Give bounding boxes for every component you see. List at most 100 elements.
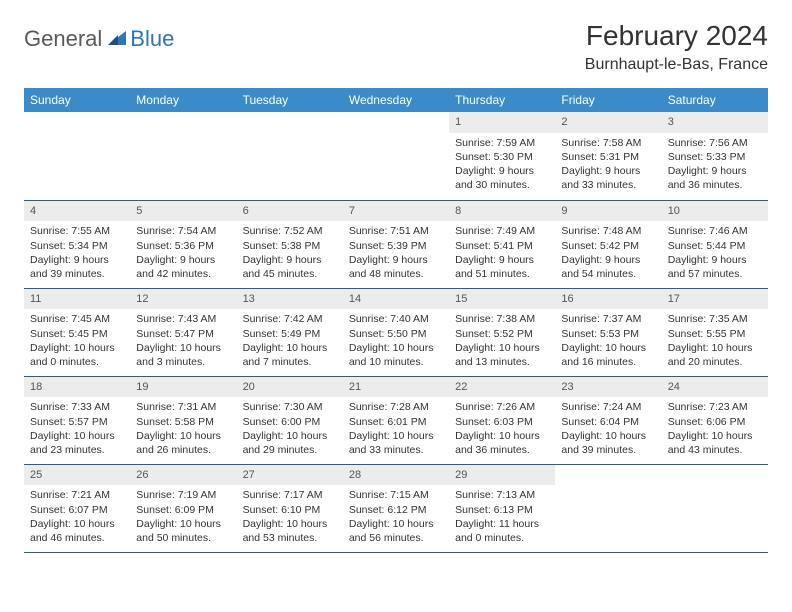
day-header: Friday xyxy=(555,88,661,112)
calendar-day-cell xyxy=(555,464,661,552)
sunset-text: Sunset: 6:07 PM xyxy=(30,503,124,517)
calendar-day-cell: 17Sunrise: 7:35 AMSunset: 5:55 PMDayligh… xyxy=(662,288,768,376)
calendar-day-cell: 16Sunrise: 7:37 AMSunset: 5:53 PMDayligh… xyxy=(555,288,661,376)
daylight-text: Daylight: 10 hours and 33 minutes. xyxy=(349,429,443,457)
calendar-week-row: 25Sunrise: 7:21 AMSunset: 6:07 PMDayligh… xyxy=(24,464,768,552)
calendar-day-cell: 24Sunrise: 7:23 AMSunset: 6:06 PMDayligh… xyxy=(662,376,768,464)
daylight-text: Daylight: 9 hours and 51 minutes. xyxy=(455,253,549,281)
daylight-text: Daylight: 9 hours and 42 minutes. xyxy=(136,253,230,281)
day-content: Sunrise: 7:30 AMSunset: 6:00 PMDaylight:… xyxy=(237,400,343,461)
daylight-text: Daylight: 10 hours and 13 minutes. xyxy=(455,341,549,369)
day-number: 13 xyxy=(237,289,343,310)
day-content: Sunrise: 7:19 AMSunset: 6:09 PMDaylight:… xyxy=(130,488,236,549)
calendar-day-cell: 10Sunrise: 7:46 AMSunset: 5:44 PMDayligh… xyxy=(662,200,768,288)
day-content: Sunrise: 7:54 AMSunset: 5:36 PMDaylight:… xyxy=(130,224,236,285)
day-number: 14 xyxy=(343,289,449,310)
sunrise-text: Sunrise: 7:49 AM xyxy=(455,224,549,238)
calendar-day-cell: 2Sunrise: 7:58 AMSunset: 5:31 PMDaylight… xyxy=(555,112,661,200)
calendar-table: SundayMondayTuesdayWednesdayThursdayFrid… xyxy=(24,88,768,553)
calendar-day-cell: 29Sunrise: 7:13 AMSunset: 6:13 PMDayligh… xyxy=(449,464,555,552)
day-content: Sunrise: 7:13 AMSunset: 6:13 PMDaylight:… xyxy=(449,488,555,549)
sunset-text: Sunset: 5:30 PM xyxy=(455,150,549,164)
day-content: Sunrise: 7:28 AMSunset: 6:01 PMDaylight:… xyxy=(343,400,449,461)
day-content: Sunrise: 7:23 AMSunset: 6:06 PMDaylight:… xyxy=(662,400,768,461)
daylight-text: Daylight: 10 hours and 0 minutes. xyxy=(30,341,124,369)
daylight-text: Daylight: 10 hours and 43 minutes. xyxy=(668,429,762,457)
day-number: 4 xyxy=(24,201,130,222)
sunset-text: Sunset: 5:34 PM xyxy=(30,239,124,253)
day-content: Sunrise: 7:58 AMSunset: 5:31 PMDaylight:… xyxy=(555,136,661,197)
sunrise-text: Sunrise: 7:23 AM xyxy=(668,400,762,414)
daylight-text: Daylight: 10 hours and 7 minutes. xyxy=(243,341,337,369)
sunrise-text: Sunrise: 7:54 AM xyxy=(136,224,230,238)
daylight-text: Daylight: 9 hours and 54 minutes. xyxy=(561,253,655,281)
sunrise-text: Sunrise: 7:52 AM xyxy=(243,224,337,238)
calendar-day-cell: 11Sunrise: 7:45 AMSunset: 5:45 PMDayligh… xyxy=(24,288,130,376)
day-number: 28 xyxy=(343,465,449,486)
sunset-text: Sunset: 6:00 PM xyxy=(243,415,337,429)
day-content: Sunrise: 7:15 AMSunset: 6:12 PMDaylight:… xyxy=(343,488,449,549)
day-content: Sunrise: 7:45 AMSunset: 5:45 PMDaylight:… xyxy=(24,312,130,373)
sunrise-text: Sunrise: 7:35 AM xyxy=(668,312,762,326)
day-content: Sunrise: 7:21 AMSunset: 6:07 PMDaylight:… xyxy=(24,488,130,549)
sunset-text: Sunset: 5:42 PM xyxy=(561,239,655,253)
day-number: 17 xyxy=(662,289,768,310)
day-content: Sunrise: 7:37 AMSunset: 5:53 PMDaylight:… xyxy=(555,312,661,373)
sunrise-text: Sunrise: 7:37 AM xyxy=(561,312,655,326)
day-content: Sunrise: 7:51 AMSunset: 5:39 PMDaylight:… xyxy=(343,224,449,285)
location-label: Burnhaupt-le-Bas, France xyxy=(585,56,768,74)
sunrise-text: Sunrise: 7:45 AM xyxy=(30,312,124,326)
daylight-text: Daylight: 9 hours and 45 minutes. xyxy=(243,253,337,281)
calendar-day-cell: 27Sunrise: 7:17 AMSunset: 6:10 PMDayligh… xyxy=(237,464,343,552)
daylight-text: Daylight: 10 hours and 56 minutes. xyxy=(349,517,443,545)
day-content: Sunrise: 7:40 AMSunset: 5:50 PMDaylight:… xyxy=(343,312,449,373)
day-content: Sunrise: 7:31 AMSunset: 5:58 PMDaylight:… xyxy=(130,400,236,461)
sunset-text: Sunset: 6:04 PM xyxy=(561,415,655,429)
sunrise-text: Sunrise: 7:24 AM xyxy=(561,400,655,414)
day-number: 29 xyxy=(449,465,555,486)
sunrise-text: Sunrise: 7:17 AM xyxy=(243,488,337,502)
sunset-text: Sunset: 5:44 PM xyxy=(668,239,762,253)
calendar-day-cell: 13Sunrise: 7:42 AMSunset: 5:49 PMDayligh… xyxy=(237,288,343,376)
day-content: Sunrise: 7:26 AMSunset: 6:03 PMDaylight:… xyxy=(449,400,555,461)
sunset-text: Sunset: 6:06 PM xyxy=(668,415,762,429)
sunset-text: Sunset: 5:41 PM xyxy=(455,239,549,253)
daylight-text: Daylight: 9 hours and 36 minutes. xyxy=(668,164,762,192)
calendar-week-row: 18Sunrise: 7:33 AMSunset: 5:57 PMDayligh… xyxy=(24,376,768,464)
day-content: Sunrise: 7:43 AMSunset: 5:47 PMDaylight:… xyxy=(130,312,236,373)
sunset-text: Sunset: 5:31 PM xyxy=(561,150,655,164)
day-number: 27 xyxy=(237,465,343,486)
daylight-text: Daylight: 10 hours and 23 minutes. xyxy=(30,429,124,457)
daylight-text: Daylight: 10 hours and 46 minutes. xyxy=(30,517,124,545)
sunrise-text: Sunrise: 7:33 AM xyxy=(30,400,124,414)
sunrise-text: Sunrise: 7:38 AM xyxy=(455,312,549,326)
day-content: Sunrise: 7:59 AMSunset: 5:30 PMDaylight:… xyxy=(449,136,555,197)
day-number: 8 xyxy=(449,201,555,222)
calendar-day-cell: 15Sunrise: 7:38 AMSunset: 5:52 PMDayligh… xyxy=(449,288,555,376)
calendar-day-cell: 6Sunrise: 7:52 AMSunset: 5:38 PMDaylight… xyxy=(237,200,343,288)
day-content: Sunrise: 7:52 AMSunset: 5:38 PMDaylight:… xyxy=(237,224,343,285)
sunrise-text: Sunrise: 7:59 AM xyxy=(455,136,549,150)
calendar-day-cell: 25Sunrise: 7:21 AMSunset: 6:07 PMDayligh… xyxy=(24,464,130,552)
sunset-text: Sunset: 5:39 PM xyxy=(349,239,443,253)
sunrise-text: Sunrise: 7:56 AM xyxy=(668,136,762,150)
day-content: Sunrise: 7:38 AMSunset: 5:52 PMDaylight:… xyxy=(449,312,555,373)
daylight-text: Daylight: 9 hours and 48 minutes. xyxy=(349,253,443,281)
page-header: General Blue February 2024 Burnhaupt-le-… xyxy=(24,20,768,74)
calendar-day-cell: 23Sunrise: 7:24 AMSunset: 6:04 PMDayligh… xyxy=(555,376,661,464)
day-header: Sunday xyxy=(24,88,130,112)
day-number: 16 xyxy=(555,289,661,310)
calendar-day-cell xyxy=(130,112,236,200)
sunrise-text: Sunrise: 7:28 AM xyxy=(349,400,443,414)
daylight-text: Daylight: 9 hours and 39 minutes. xyxy=(30,253,124,281)
calendar-body: 1Sunrise: 7:59 AMSunset: 5:30 PMDaylight… xyxy=(24,112,768,552)
sunset-text: Sunset: 6:01 PM xyxy=(349,415,443,429)
day-content: Sunrise: 7:48 AMSunset: 5:42 PMDaylight:… xyxy=(555,224,661,285)
sunrise-text: Sunrise: 7:21 AM xyxy=(30,488,124,502)
calendar-day-cell: 3Sunrise: 7:56 AMSunset: 5:33 PMDaylight… xyxy=(662,112,768,200)
daylight-text: Daylight: 10 hours and 36 minutes. xyxy=(455,429,549,457)
sunrise-text: Sunrise: 7:26 AM xyxy=(455,400,549,414)
sunrise-text: Sunrise: 7:55 AM xyxy=(30,224,124,238)
title-block: February 2024 Burnhaupt-le-Bas, France xyxy=(585,20,768,74)
calendar-week-row: 4Sunrise: 7:55 AMSunset: 5:34 PMDaylight… xyxy=(24,200,768,288)
